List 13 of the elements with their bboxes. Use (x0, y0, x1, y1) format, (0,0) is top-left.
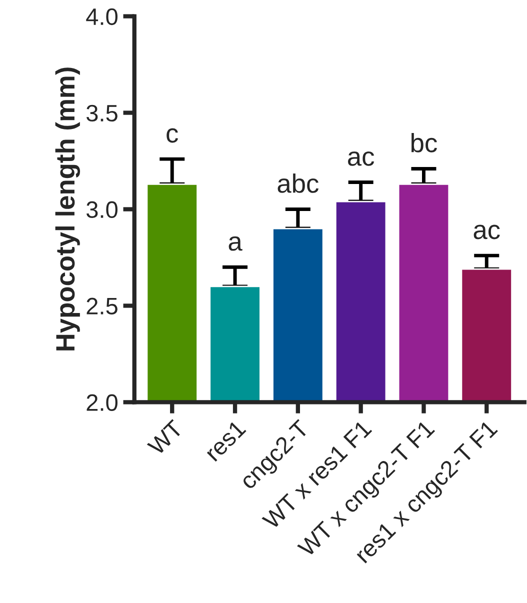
annotation: ac (348, 151, 374, 166)
y-tick-label: 3.5 (86, 104, 118, 122)
annotation: ac (474, 224, 500, 240)
y-tick-label: 2.5 (86, 298, 118, 315)
annotation: abc (278, 174, 319, 193)
y-axis-title: Hypocotyl length (mm) (55, 68, 80, 350)
x-tick-label: WT (146, 419, 184, 456)
y-tick-label: 2.0 (86, 394, 118, 411)
annotation: bc (411, 133, 437, 152)
annotation: a (228, 236, 242, 251)
y-tick-label: 4.0 (86, 8, 118, 26)
y-tick-label: 3.0 (86, 201, 118, 218)
annotation: c (166, 128, 178, 143)
